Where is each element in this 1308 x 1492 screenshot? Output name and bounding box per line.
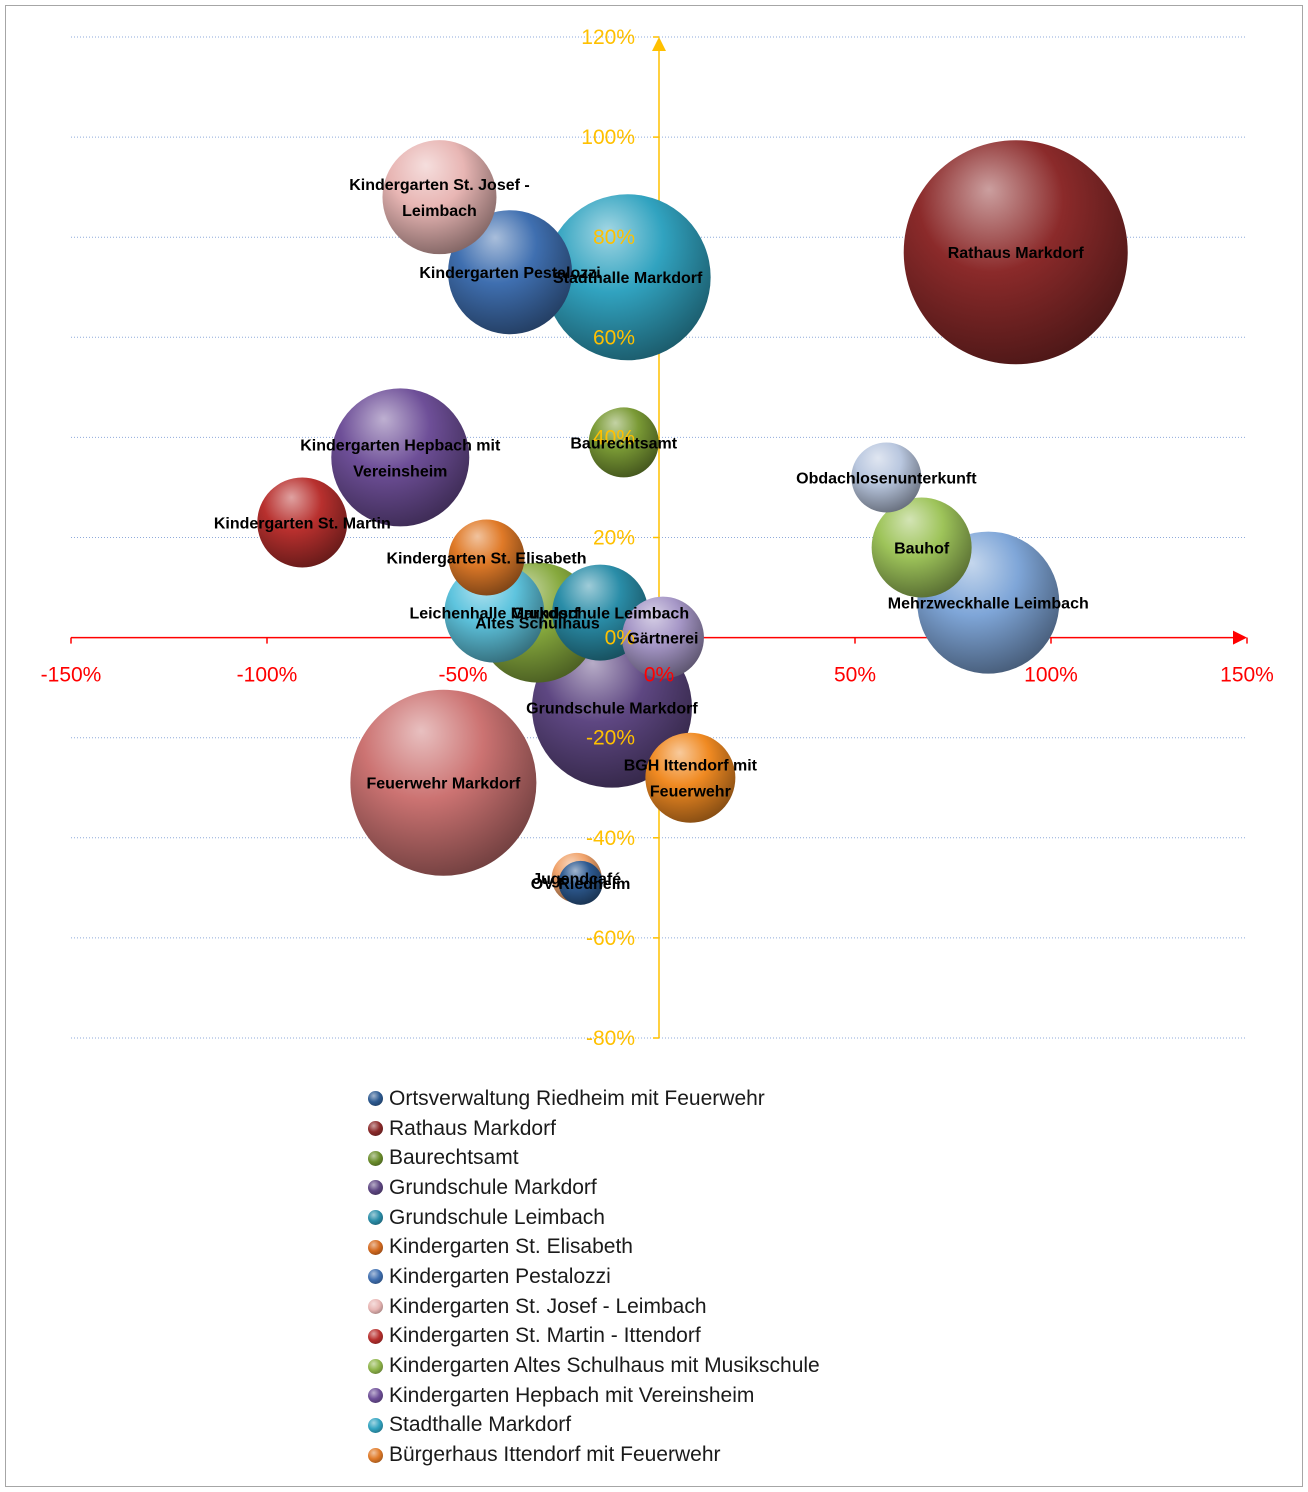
bubble-label: Baurechtsamt <box>570 435 677 452</box>
bubble <box>257 477 348 568</box>
bubble <box>621 596 704 679</box>
bubble-label: Rathaus Markdorf <box>948 245 1085 262</box>
x-tick-label: -50% <box>438 664 487 687</box>
legend-marker-icon <box>368 1121 383 1137</box>
x-tick-label: 50% <box>834 664 876 687</box>
legend-marker-icon <box>368 1150 383 1166</box>
x-tick-label: 150% <box>1220 664 1274 687</box>
bubble-label: Jugendcafé <box>532 871 621 888</box>
bubble <box>382 140 497 255</box>
legend-marker-icon <box>368 1210 383 1226</box>
bubble <box>331 388 470 527</box>
legend-item: Rathaus Markdorf <box>368 1114 820 1144</box>
x-tick-label: -100% <box>237 664 298 687</box>
legend-marker-icon <box>368 1180 383 1196</box>
y-axis-arrow <box>652 37 666 51</box>
legend-item: Ortsverwaltung Riedheim mit Feuerwehr <box>368 1084 820 1114</box>
bubble-label: Stadthalle Markdorf <box>553 270 703 287</box>
bubble <box>645 732 736 823</box>
y-tick-label: 120% <box>581 26 635 49</box>
bubble <box>448 519 525 596</box>
legend-item: Stadthalle Markdorf <box>368 1411 820 1441</box>
legend-marker-icon <box>368 1358 383 1374</box>
y-tick-label: -60% <box>586 927 635 950</box>
bubbles <box>257 140 1128 905</box>
legend-marker-icon <box>368 1447 383 1463</box>
legend-item: Baurechtsamt <box>368 1143 820 1173</box>
bubble-label: Bauhof <box>894 541 950 558</box>
y-tick-label: 80% <box>593 226 635 249</box>
legend-marker-icon <box>368 1269 383 1285</box>
legend-label: Kindergarten St. Elisabeth <box>389 1235 633 1259</box>
legend-label: Stadthalle Markdorf <box>389 1413 572 1437</box>
legend-marker-icon <box>368 1091 383 1107</box>
x-tick-label: 0% <box>644 664 674 687</box>
legend-marker-icon <box>368 1417 383 1433</box>
bubble-label: Feuerwehr Markdorf <box>366 776 520 793</box>
legend-item: Bürgerhaus Ittendorf mit Feuerwehr <box>368 1440 820 1470</box>
legend-item: Kindergarten St. Josef - Leimbach <box>368 1292 820 1322</box>
y-tick-label: -40% <box>586 827 635 850</box>
bubble-label: Leichenhalle Markdorf <box>409 606 579 623</box>
bubble <box>851 442 922 513</box>
legend-label: Kindergarten Hepbach mit Vereinsheim <box>389 1383 755 1407</box>
legend-item: Grundschule Markdorf <box>368 1173 820 1203</box>
legend-item: Grundschule Leimbach <box>368 1203 820 1233</box>
legend: Ortsverwaltung Riedheim mit Feuerwehr Rat… <box>368 1084 820 1470</box>
legend-item: Kindergarten St. Elisabeth <box>368 1232 820 1262</box>
bubble <box>544 194 711 361</box>
y-tick-label: 60% <box>593 326 635 349</box>
y-tick-label: 40% <box>593 426 635 449</box>
bubble-label: Kindergarten St. Elisabeth <box>386 551 586 568</box>
legend-label: Grundschule Leimbach <box>389 1205 605 1229</box>
x-axis-arrow <box>1233 630 1247 645</box>
legend-label: Ortsverwaltung Riedheim mit Feuerwehr <box>389 1086 765 1110</box>
legend-label: Kindergarten Altes Schulhaus mit Musiksc… <box>389 1354 820 1378</box>
bubble-label: Gärtnerei <box>627 631 698 648</box>
legend-label: Kindergarten St. Martin - Ittendorf <box>389 1324 701 1348</box>
bubble <box>558 860 603 905</box>
bubble-label: Grundschule Markdorf <box>526 701 698 718</box>
legend-marker-icon <box>368 1239 383 1255</box>
bubble <box>871 497 972 598</box>
legend-item: Kindergarten St. Martin - Ittendorf <box>368 1322 820 1352</box>
legend-label: Grundschule Markdorf <box>389 1175 597 1199</box>
bubble <box>903 140 1128 365</box>
y-tick-label: 0% <box>605 627 635 650</box>
legend-label: Rathaus Markdorf <box>389 1116 556 1140</box>
y-tick-label: -80% <box>586 1027 635 1050</box>
bubble-label: Kindergarten Pestalozzi <box>419 265 600 282</box>
legend-label: Kindergarten Pestalozzi <box>389 1264 611 1288</box>
x-tick-label: 100% <box>1024 664 1078 687</box>
bubble <box>588 407 659 478</box>
legend-label: Bürgerhaus Ittendorf mit Feuerwehr <box>389 1443 721 1467</box>
bubble-label: BGH Ittendorf mit Feuerwehr <box>624 758 758 801</box>
bubble-label: Obdachlosenunterkunft <box>796 470 977 487</box>
bubble <box>350 689 537 876</box>
bubble-label: Kindergarten St. Josef -Leimbach <box>349 177 529 220</box>
bubble-label: Kindergarten Hepbach mit Vereinsheim <box>300 437 501 480</box>
legend-marker-icon <box>368 1328 383 1344</box>
legend-label: Baurechtsamt <box>389 1146 519 1170</box>
bubble <box>448 210 573 335</box>
legend-item: Kindergarten Hepbach mit Vereinsheim <box>368 1381 820 1411</box>
y-tick-label: -20% <box>586 727 635 750</box>
legend-item: Kindergarten Pestalozzi <box>368 1262 820 1292</box>
bubble-label: Mehrzweckhalle Leimbach <box>888 596 1089 613</box>
legend-label: Kindergarten St. Josef - Leimbach <box>389 1294 707 1318</box>
legend-marker-icon <box>368 1388 383 1404</box>
y-tick-label: 20% <box>593 527 635 550</box>
bubble-label: OV Riedheim <box>531 876 631 893</box>
x-tick-label: -150% <box>41 664 102 687</box>
bubble-label: Grundschule Leimbach <box>511 606 689 623</box>
legend-item: Kindergarten Altes Schulhaus mit Musiksc… <box>368 1351 820 1381</box>
bubble-label: Kindergarten St. Martin <box>214 515 391 532</box>
legend-marker-icon <box>368 1299 383 1315</box>
bubble-label: Altes Schulhaus <box>475 616 600 633</box>
y-tick-label: 100% <box>581 126 635 149</box>
tick-labels: -150% -100% -50% 0% 50% 100% 150% 120% 100% 80% 60… <box>41 26 1274 1050</box>
